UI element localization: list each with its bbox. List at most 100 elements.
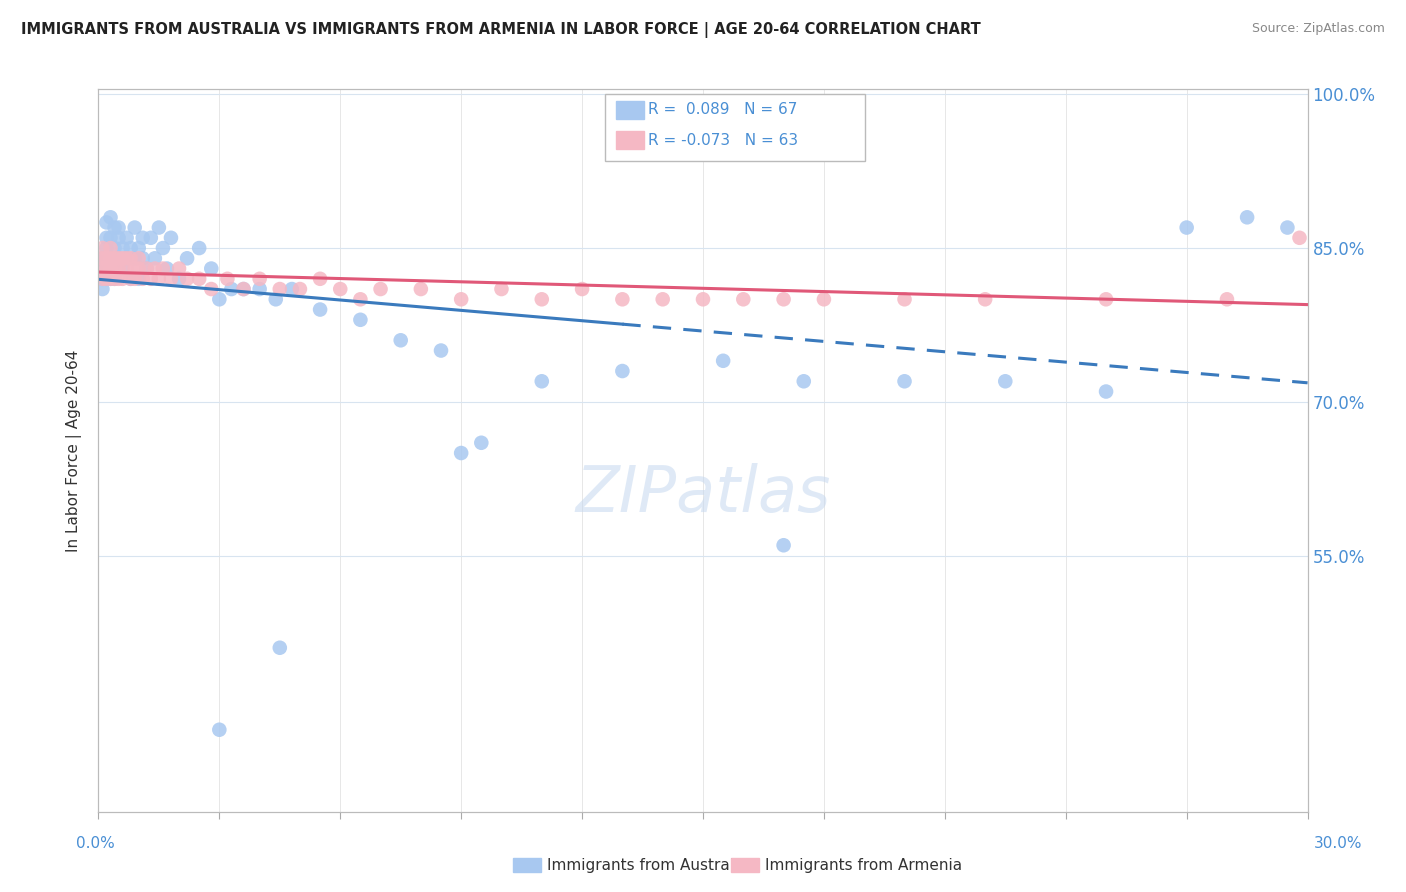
Point: [100, 261, 122, 276]
Point: [128, 272, 150, 286]
Point: [96, 231, 118, 245]
Point: [269, 282, 291, 296]
Point: [349, 313, 371, 327]
Point: [281, 282, 304, 296]
Point: [96, 272, 118, 286]
Point: [200, 282, 222, 296]
Point: [96, 241, 118, 255]
Point: [100, 231, 122, 245]
Point: [139, 272, 162, 286]
Point: [135, 261, 157, 276]
Point: [96, 252, 118, 266]
Point: [152, 241, 174, 255]
Point: [148, 272, 170, 286]
Point: [188, 241, 211, 255]
Point: [893, 293, 915, 307]
Point: [148, 220, 170, 235]
Point: [349, 293, 371, 307]
Point: [91, 272, 114, 286]
Point: [103, 241, 125, 255]
Point: [249, 272, 271, 286]
Point: [450, 446, 472, 460]
Point: [167, 261, 190, 276]
Point: [1288, 231, 1310, 245]
Point: [711, 353, 734, 368]
Point: [96, 215, 118, 229]
Point: [232, 282, 254, 296]
Point: [100, 241, 122, 255]
Point: [103, 261, 125, 276]
Point: [156, 261, 179, 276]
Point: [200, 261, 222, 276]
Text: ZIPatlas: ZIPatlas: [575, 463, 831, 524]
Point: [107, 220, 129, 235]
Point: [111, 252, 134, 266]
Point: [813, 293, 835, 307]
Point: [221, 282, 243, 296]
Point: [176, 272, 198, 286]
Point: [612, 364, 634, 378]
Point: [1236, 211, 1258, 225]
Point: [530, 374, 553, 388]
Point: [188, 272, 211, 286]
Point: [124, 261, 146, 276]
Point: [103, 272, 125, 286]
Point: [167, 272, 190, 286]
Point: [132, 252, 155, 266]
Point: [430, 343, 453, 358]
Point: [491, 282, 513, 296]
Point: [1277, 220, 1299, 235]
Point: [571, 282, 593, 296]
Point: [115, 252, 138, 266]
Point: [96, 272, 118, 286]
Point: [309, 302, 332, 317]
Point: [152, 261, 174, 276]
Point: [692, 293, 714, 307]
Point: [91, 272, 114, 286]
Text: Immigrants from Armenia: Immigrants from Armenia: [765, 858, 962, 872]
Point: [111, 272, 134, 286]
Text: Source: ZipAtlas.com: Source: ZipAtlas.com: [1251, 22, 1385, 36]
Point: [128, 261, 150, 276]
Point: [143, 252, 166, 266]
Point: [1095, 384, 1118, 399]
Point: [470, 435, 492, 450]
Point: [120, 252, 142, 266]
Point: [232, 282, 254, 296]
Point: [120, 272, 142, 286]
Point: [103, 252, 125, 266]
Point: [329, 282, 352, 296]
Point: [135, 261, 157, 276]
Point: [111, 241, 134, 255]
Point: [100, 272, 122, 286]
Point: [974, 293, 997, 307]
Point: [733, 293, 755, 307]
Point: [249, 282, 271, 296]
Point: [370, 282, 392, 296]
Point: [100, 211, 122, 225]
Point: [107, 252, 129, 266]
Point: [115, 252, 138, 266]
Point: [217, 272, 239, 286]
Point: [107, 231, 129, 245]
Point: [128, 241, 150, 255]
Point: [772, 293, 794, 307]
Point: [91, 252, 114, 266]
Point: [994, 374, 1017, 388]
Point: [389, 333, 412, 347]
Point: [139, 231, 162, 245]
Point: [91, 241, 114, 255]
Point: [103, 220, 125, 235]
Point: [612, 293, 634, 307]
Point: [893, 374, 915, 388]
Point: [132, 272, 155, 286]
Point: [107, 272, 129, 286]
Point: [100, 261, 122, 276]
Point: [107, 261, 129, 276]
Point: [1175, 220, 1198, 235]
Point: [793, 374, 815, 388]
Point: [772, 538, 794, 552]
Point: [124, 272, 146, 286]
Point: [96, 261, 118, 276]
Point: [1095, 293, 1118, 307]
